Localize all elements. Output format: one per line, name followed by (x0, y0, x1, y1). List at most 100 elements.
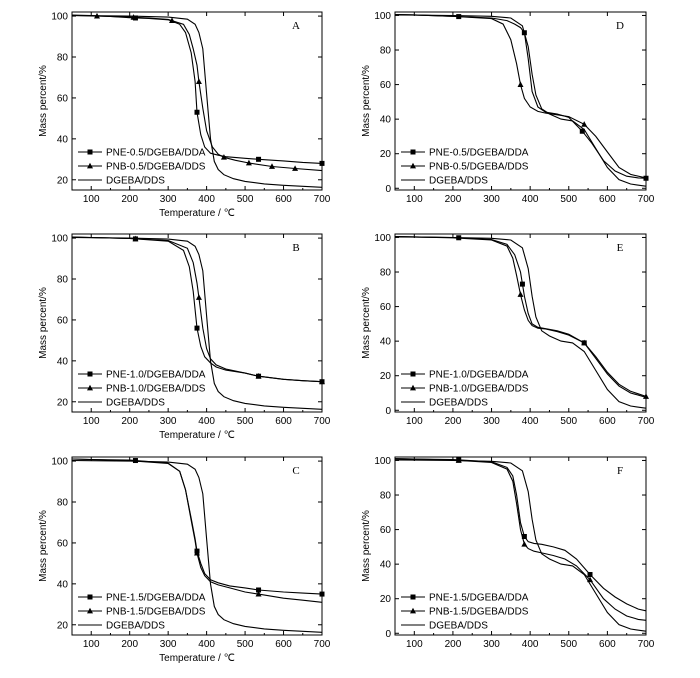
data-point (519, 281, 525, 287)
x-tick-label: 400 (522, 416, 539, 427)
y-tick-label: 40 (57, 356, 69, 367)
panel-e: 100 200 300 400 500 600 700 0 20 40 60 80 100 Mass pe… (361, 233, 655, 427)
x-tick-label: 200 (445, 639, 462, 650)
series-0 (71, 458, 325, 597)
y-tick-label: 100 (374, 233, 391, 244)
series-2 (394, 236, 647, 409)
y-tick-label: 80 (380, 491, 392, 502)
panel-letter: C (292, 465, 299, 477)
x-tick-label: 300 (160, 416, 177, 427)
data-point (292, 165, 299, 171)
data-point (132, 458, 138, 464)
legend-marker (410, 371, 416, 377)
data-point (245, 159, 252, 166)
y-tick-label: 20 (380, 371, 392, 382)
legend-label: PNB-1.0/DGEBA/DDS (429, 384, 529, 395)
legend-marker (410, 594, 416, 600)
x-tick-label: 700 (314, 639, 331, 650)
x-tick-label: 300 (483, 194, 500, 205)
series-line (394, 458, 647, 612)
series-0 (394, 457, 647, 612)
legend-label: PNB-1.5/DGEBA/DDS (106, 607, 206, 618)
y-tick-label: 40 (380, 560, 392, 571)
legend-label: DGEBA/DDS (429, 398, 488, 409)
x-tick-label: 400 (198, 416, 215, 427)
series-0 (71, 14, 325, 166)
series-2 (71, 14, 323, 188)
data-point (319, 160, 325, 166)
series-1 (394, 236, 649, 399)
x-tick-label: 400 (522, 639, 539, 650)
x-tick-label: 100 (406, 194, 423, 205)
legend-marker (410, 607, 416, 614)
x-tick-label: 200 (121, 194, 138, 205)
x-tick-label: 500 (237, 416, 254, 427)
x-tick-label: 100 (83, 639, 100, 650)
y-tick-label: 0 (385, 406, 391, 417)
data-point (521, 533, 527, 539)
data-point (269, 163, 275, 169)
data-point (256, 587, 262, 593)
legend-marker (87, 162, 93, 169)
series-line (394, 14, 647, 187)
legend-label: PNB-0.5/DGEBA/DDS (429, 162, 529, 173)
legend-label: PNE-1.0/DGEBA/DDA (106, 370, 206, 381)
series-line (394, 236, 647, 398)
y-tick-label: 100 (51, 457, 68, 468)
data-point (220, 154, 227, 160)
legend-marker (87, 149, 93, 155)
legend: PNE-1.5/DGEBA/DDA PNB-1.5/DGEBA/DDS DGEBA/… (78, 593, 206, 632)
x-tick-label: 400 (198, 639, 215, 650)
legend-label: PNE-0.5/DGEBA/DDA (429, 148, 529, 159)
data-point (255, 590, 262, 597)
x-tick-label: 400 (522, 194, 539, 205)
x-tick-label: 300 (160, 639, 177, 650)
panel-letter: D (616, 20, 624, 32)
legend-label: PNE-1.0/DGEBA/DDA (429, 370, 529, 381)
y-tick-label: 80 (57, 275, 69, 286)
y-tick-label: 80 (57, 498, 69, 509)
data-point (194, 109, 200, 115)
series-line (71, 459, 323, 633)
x-tick-label: 300 (160, 194, 177, 205)
series-1 (394, 14, 647, 179)
data-point (256, 156, 262, 162)
series-line (394, 458, 647, 621)
legend-marker (410, 162, 416, 169)
panel-letter: B (292, 242, 299, 254)
series-line (394, 236, 647, 409)
y-tick-label: 20 (57, 175, 69, 186)
x-axis-label: Temperature / ℃ (159, 208, 235, 219)
y-tick-label: 20 (57, 397, 69, 408)
y-tick-label: 40 (380, 115, 392, 126)
series-line (71, 458, 323, 595)
y-axis-label: Mass percent/% (38, 65, 49, 137)
legend: PNE-0.5/DGEBA/DDA PNB-0.5/DGEBA/DDS DGEBA/… (401, 148, 529, 187)
legend: PNE-1.0/DGEBA/DDA PNB-1.0/DGEBA/DDS DGEBA/… (401, 370, 529, 409)
y-tick-label: 100 (51, 234, 68, 245)
x-tick-label: 300 (483, 416, 500, 427)
panel-c: 100 200 300 400 500 600 700 20 40 60 80 100 Mass per… (38, 456, 331, 664)
y-tick-label: 80 (380, 268, 392, 279)
data-point (319, 378, 325, 385)
panel-letter: F (617, 465, 623, 477)
data-point (643, 175, 649, 181)
series-line (71, 236, 323, 410)
legend-label: DGEBA/DDS (106, 621, 165, 632)
x-tick-label: 700 (314, 416, 331, 427)
legend-label: DGEBA/DDS (429, 621, 488, 632)
series-2 (71, 236, 323, 410)
legend-marker (87, 607, 93, 614)
y-axis-label: Mass percent/% (38, 510, 49, 582)
x-tick-label: 200 (121, 639, 138, 650)
plot-frame (71, 11, 323, 191)
x-tick-label: 200 (445, 416, 462, 427)
x-tick-label: 600 (275, 416, 292, 427)
series-1 (71, 12, 323, 172)
legend-marker (87, 594, 93, 600)
panel-letter: E (617, 242, 624, 254)
x-tick-label: 300 (483, 639, 500, 650)
legend-marker (410, 384, 416, 391)
legend: PNE-0.5/DGEBA/DDA PNB-0.5/DGEBA/DDS DGEBA/… (78, 148, 206, 187)
